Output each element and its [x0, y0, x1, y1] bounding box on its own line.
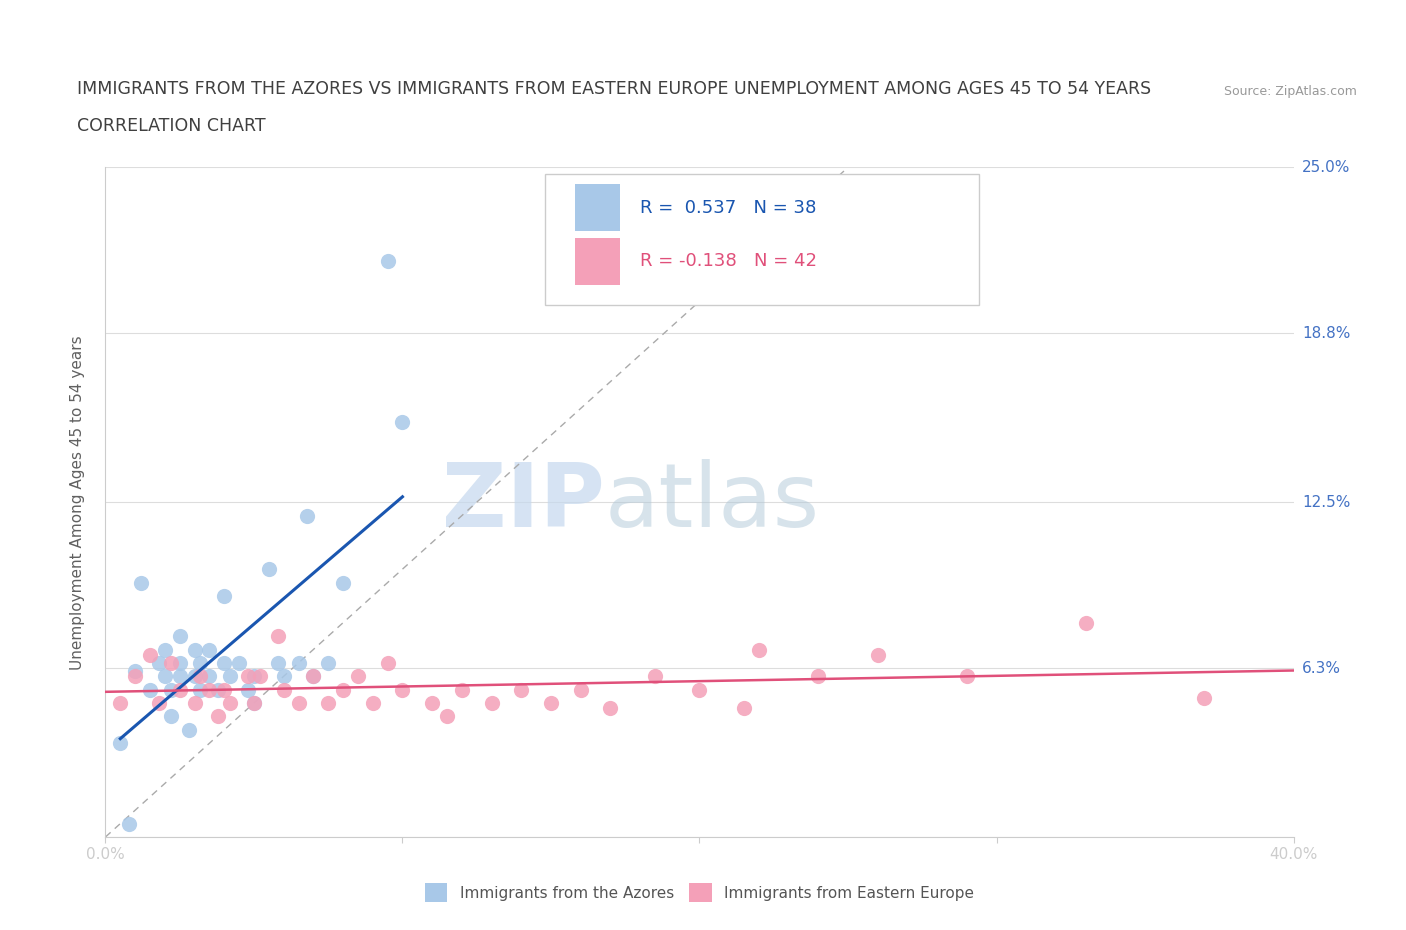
Point: [110, 696, 132, 711]
Point: [198, 669, 221, 684]
Y-axis label: Unemployment Among Ages 45 to 54 years: Unemployment Among Ages 45 to 54 years: [70, 335, 84, 670]
Point: [129, 575, 152, 590]
Text: CORRELATION CHART: CORRELATION CHART: [77, 117, 266, 135]
Text: atlas: atlas: [605, 458, 820, 546]
Point: [148, 696, 170, 711]
Point: [159, 709, 181, 724]
Point: [302, 669, 325, 684]
Point: [169, 669, 191, 684]
Point: [569, 683, 592, 698]
Point: [198, 642, 221, 657]
Text: R = -0.138   N = 42: R = -0.138 N = 42: [640, 252, 817, 270]
Point: [733, 701, 755, 716]
Point: [287, 696, 309, 711]
Point: [190, 683, 212, 698]
Point: [540, 696, 562, 711]
FancyBboxPatch shape: [546, 174, 979, 305]
Text: 25.0%: 25.0%: [1302, 160, 1350, 175]
Point: [159, 683, 181, 698]
Point: [236, 683, 259, 698]
Point: [644, 669, 666, 684]
Point: [153, 642, 176, 657]
Point: [273, 683, 295, 698]
Point: [214, 656, 236, 671]
Point: [481, 696, 503, 711]
Point: [214, 683, 236, 698]
Point: [748, 642, 770, 657]
Bar: [575, 238, 620, 285]
Point: [243, 696, 266, 711]
Point: [110, 736, 132, 751]
Point: [198, 683, 221, 698]
Point: [332, 683, 354, 698]
Point: [1194, 690, 1216, 705]
Point: [689, 683, 711, 698]
Text: 12.5%: 12.5%: [1302, 495, 1350, 510]
Point: [228, 656, 250, 671]
Point: [124, 663, 146, 678]
Point: [118, 817, 141, 831]
Point: [139, 647, 162, 662]
Bar: [575, 184, 620, 231]
Point: [302, 669, 325, 684]
Point: [214, 589, 236, 604]
Text: ZIP: ZIP: [441, 458, 605, 546]
Point: [420, 696, 443, 711]
Point: [316, 656, 339, 671]
Point: [257, 562, 280, 577]
Point: [273, 669, 295, 684]
Point: [287, 656, 309, 671]
Point: [391, 415, 413, 430]
Point: [177, 723, 200, 737]
Point: [332, 575, 354, 590]
Point: [361, 696, 384, 711]
Point: [347, 669, 370, 684]
Point: [169, 656, 191, 671]
Point: [599, 701, 621, 716]
Point: [243, 669, 266, 684]
Point: [1074, 616, 1097, 631]
Point: [148, 656, 170, 671]
Point: [236, 669, 259, 684]
Point: [190, 669, 212, 684]
Point: [807, 669, 830, 684]
Legend: Immigrants from the Azores, Immigrants from Eastern Europe: Immigrants from the Azores, Immigrants f…: [418, 876, 981, 910]
Point: [169, 629, 191, 644]
Point: [377, 254, 399, 269]
Point: [297, 508, 319, 523]
Text: 6.3%: 6.3%: [1302, 660, 1341, 676]
Point: [190, 656, 212, 671]
Point: [183, 642, 205, 657]
Point: [450, 683, 472, 698]
Point: [956, 669, 979, 684]
Point: [219, 696, 242, 711]
Point: [377, 656, 399, 671]
Text: IMMIGRANTS FROM THE AZORES VS IMMIGRANTS FROM EASTERN EUROPE UNEMPLOYMENT AMONG : IMMIGRANTS FROM THE AZORES VS IMMIGRANTS…: [77, 80, 1152, 98]
Point: [139, 683, 162, 698]
Point: [391, 683, 413, 698]
Point: [183, 696, 205, 711]
Text: R =  0.537   N = 38: R = 0.537 N = 38: [640, 199, 817, 217]
Point: [169, 683, 191, 698]
Point: [510, 683, 533, 698]
Point: [219, 669, 242, 684]
Point: [249, 669, 271, 684]
Point: [267, 656, 290, 671]
Point: [124, 669, 146, 684]
Point: [153, 669, 176, 684]
Point: [866, 647, 889, 662]
Point: [316, 696, 339, 711]
Point: [436, 709, 458, 724]
Point: [183, 669, 205, 684]
Point: [267, 629, 290, 644]
Point: [207, 709, 229, 724]
Text: Source: ZipAtlas.com: Source: ZipAtlas.com: [1223, 85, 1357, 98]
Point: [207, 683, 229, 698]
Point: [243, 696, 266, 711]
Text: 18.8%: 18.8%: [1302, 326, 1350, 341]
Point: [159, 656, 181, 671]
